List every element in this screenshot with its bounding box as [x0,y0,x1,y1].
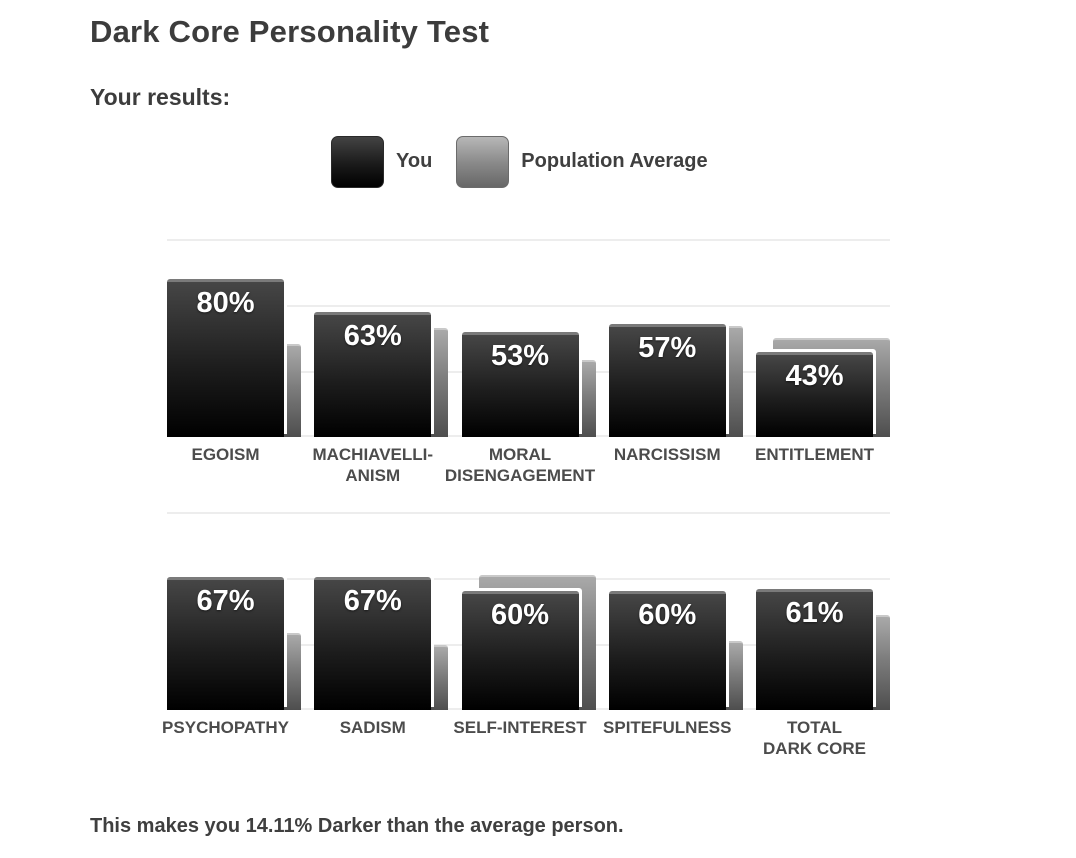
you-bar: 60% [461,591,579,710]
you-bar: 80% [167,278,284,437]
you-percent-label: 80% [196,286,255,319]
category-label: SPITEFULNESS [603,718,732,737]
you-percent-label: 60% [638,599,697,632]
you-percent-label: 67% [343,585,402,618]
gridline [167,239,890,241]
you-percent-label: 60% [490,599,550,632]
category-label: MACHIAVELLI- ANISM [312,445,434,485]
you-percent-label: 63% [343,320,402,353]
chart-legend: You Population Average [331,135,708,188]
bar-chart-row-2: 67% PSYCHOPATHY 67% SADISM 60% SELF-INTEREST 6… [162,512,890,758]
legend-average-label: Population Average [521,150,708,172]
you-percent-label: 53% [490,340,550,373]
gridline [167,512,890,514]
bar-chart-row-1: 80% EGOISM 63% MACHIAVELLI- ANISM 53% MORAL DIS… [167,239,890,485]
you-bar: 61% [756,589,873,710]
summary-text: This makes you 14.11% Darker than the av… [90,815,624,837]
you-percent-label: 43% [785,359,844,392]
gridline [167,304,890,307]
you-bar: 67% [314,577,432,710]
you-bar: 57% [608,324,726,437]
legend-average-swatch [456,135,510,188]
you-percent-label: 67% [196,585,255,618]
category-label: SADISM [339,718,406,737]
category-label: NARCISSISM [613,445,721,464]
category-label: MORAL DISENGAGEMENT [444,445,596,485]
you-bar: 67% [167,577,284,710]
legend-you-swatch [331,135,384,188]
category-label: TOTAL DARK CORE [763,718,866,758]
you-percent-label: 61% [785,597,844,630]
category-label: SELF-INTEREST [453,718,587,737]
you-percent-label: 57% [638,332,697,365]
you-bar: 60% [608,591,726,710]
page-title: Dark Core Personality Test [90,14,490,49]
category-label: EGOISM [191,445,260,464]
you-bar: 63% [314,312,432,437]
legend-you-label: You [396,150,433,172]
you-bar: 53% [461,332,579,437]
you-bar: 43% [756,351,873,437]
category-label: ENTITLEMENT [755,445,874,464]
results-heading: Your results: [90,84,231,110]
category-label: PSYCHOPATHY [162,718,289,737]
